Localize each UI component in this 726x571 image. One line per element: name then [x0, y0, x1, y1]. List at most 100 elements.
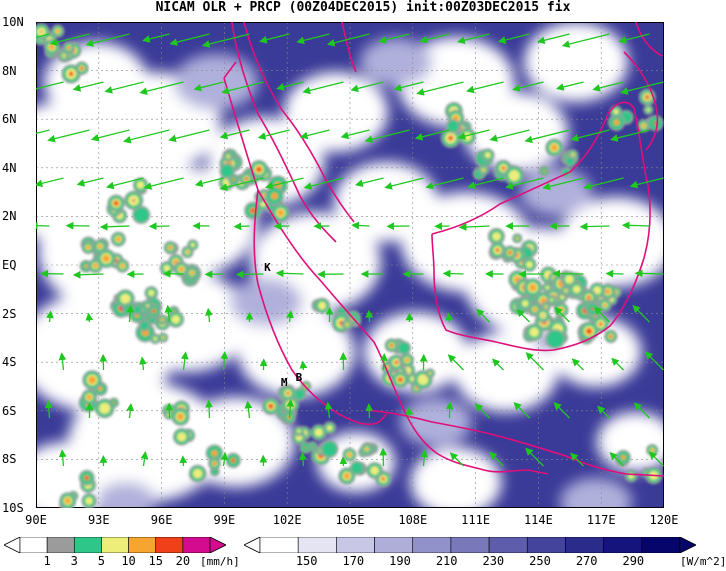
precip-cell: [119, 307, 123, 310]
wind-arrow: [47, 129, 90, 143]
wind-arrow: [104, 81, 144, 94]
colorbar-end: [4, 537, 21, 553]
colorbar-label: 170: [342, 554, 365, 568]
wind-arrow: [611, 357, 624, 371]
precip-cell: [177, 432, 187, 442]
colorbar-end: [244, 537, 261, 553]
wind-arrow: [193, 81, 224, 92]
colorbar-swatch: [603, 537, 643, 553]
lat-tick-label: 10S: [2, 501, 24, 515]
colorbar-label: 5: [97, 554, 106, 568]
precip-cell: [586, 328, 592, 334]
wind-arrow: [142, 33, 170, 43]
java-coast: [365, 409, 665, 477]
wind-arrow: [419, 33, 450, 44]
wind-arrow: [265, 177, 304, 190]
wind-arrow: [179, 455, 188, 467]
precip-cell: [532, 307, 537, 312]
precip-cell: [92, 263, 98, 269]
wind-arrow: [46, 310, 54, 323]
colorbar-swatch: [641, 537, 681, 553]
colorbar-end: [209, 537, 226, 553]
precip-cell: [132, 199, 136, 202]
precip-cell: [99, 402, 111, 414]
precip-cell: [133, 207, 149, 223]
wind-arrow: [420, 449, 429, 467]
precip-cell: [565, 157, 575, 166]
wind-arrow: [169, 33, 210, 46]
wind-arrow: [204, 307, 213, 323]
precip-cell: [161, 319, 163, 321]
wind-arrow: [553, 402, 570, 419]
lon-tick-label: 99E: [213, 513, 236, 527]
precip-cell: [641, 123, 646, 128]
precip-cell: [398, 342, 410, 354]
precip-cell: [417, 374, 429, 385]
precip-cell: [245, 178, 248, 180]
colorbar-swatch: [412, 537, 452, 553]
lat-tick-label: 4N: [2, 160, 17, 175]
colorbar-label: 15: [148, 554, 163, 568]
precip-cell: [114, 201, 119, 206]
precip-cell: [529, 327, 539, 337]
precip-cell: [192, 468, 203, 479]
colorbar-label: 1: [43, 554, 51, 568]
wind-arrow: [634, 269, 664, 278]
wind-arrow: [351, 221, 370, 230]
wind-arrow: [416, 81, 464, 96]
wind-arrow: [644, 351, 664, 371]
olr-colorbar: [244, 537, 696, 553]
precip-cell: [564, 275, 574, 284]
wind-arrow: [44, 400, 53, 419]
precip-cell: [171, 315, 181, 324]
wind-arrow: [380, 352, 388, 371]
wind-arrow: [286, 309, 294, 323]
precip-cell: [153, 336, 158, 341]
precip-cell: [350, 318, 353, 321]
wind-arrow: [326, 33, 370, 47]
cloud-patch: [174, 54, 258, 110]
precip-cell: [231, 458, 235, 463]
wind-arrow: [525, 352, 544, 371]
wind-arrow: [497, 33, 530, 44]
lat-tick-label: 8S: [2, 452, 17, 467]
precip-cell: [390, 344, 393, 347]
wind-arrow: [299, 451, 307, 467]
lat-tick-label: 4S: [2, 355, 17, 370]
wind-arrow: [364, 129, 410, 144]
precip-cell: [572, 153, 574, 156]
precip-cell: [133, 305, 142, 314]
wind-arrow: [275, 269, 304, 278]
colorbar-swatch: [374, 537, 414, 553]
wind-arrow: [583, 177, 624, 190]
wind-arrow: [414, 129, 450, 141]
wind-arrow: [633, 402, 650, 419]
wind-arrow: [554, 306, 570, 323]
precip-cell: [613, 119, 620, 126]
precip-cell: [311, 445, 313, 448]
precip-cell: [587, 296, 590, 299]
wind-arrow: [221, 81, 264, 95]
precip-cell: [318, 301, 327, 310]
wind-arrow: [629, 177, 664, 189]
colorbar-swatch: [297, 537, 337, 553]
precip-cell: [501, 166, 506, 170]
wind-arrow: [561, 33, 610, 48]
place-label: B: [295, 370, 303, 384]
place-label: M: [280, 375, 288, 389]
cloud-patch: [237, 307, 355, 397]
cloud-patch: [230, 278, 302, 326]
precip-cell: [102, 254, 110, 263]
wind-arrow: [220, 351, 229, 371]
wind-arrow: [365, 403, 374, 419]
precip-cell: [546, 330, 564, 348]
wind-arrow: [350, 81, 384, 93]
lat-tick-label: EQ: [2, 258, 17, 272]
lon-tick-label: 111E: [461, 513, 491, 527]
map-canvas: [0, 21, 675, 526]
precip-cell: [543, 170, 545, 172]
precip-cell: [347, 452, 352, 457]
wind-arrow: [425, 177, 464, 190]
colorbar-swatch: [526, 537, 566, 553]
cloud-patch: [454, 332, 558, 412]
